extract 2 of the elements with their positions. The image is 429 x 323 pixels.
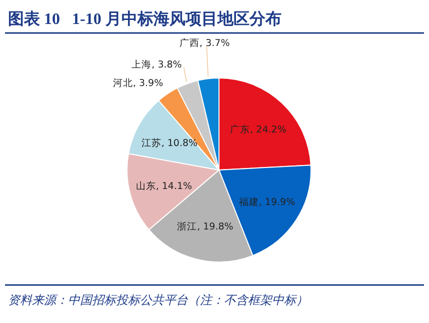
- chart-title: 图表 10 1-10 月中标海风项目地区分布: [8, 10, 282, 28]
- text: 资料来源：中国招标投标公共平台（注：不含框架中标）: [8, 293, 308, 307]
